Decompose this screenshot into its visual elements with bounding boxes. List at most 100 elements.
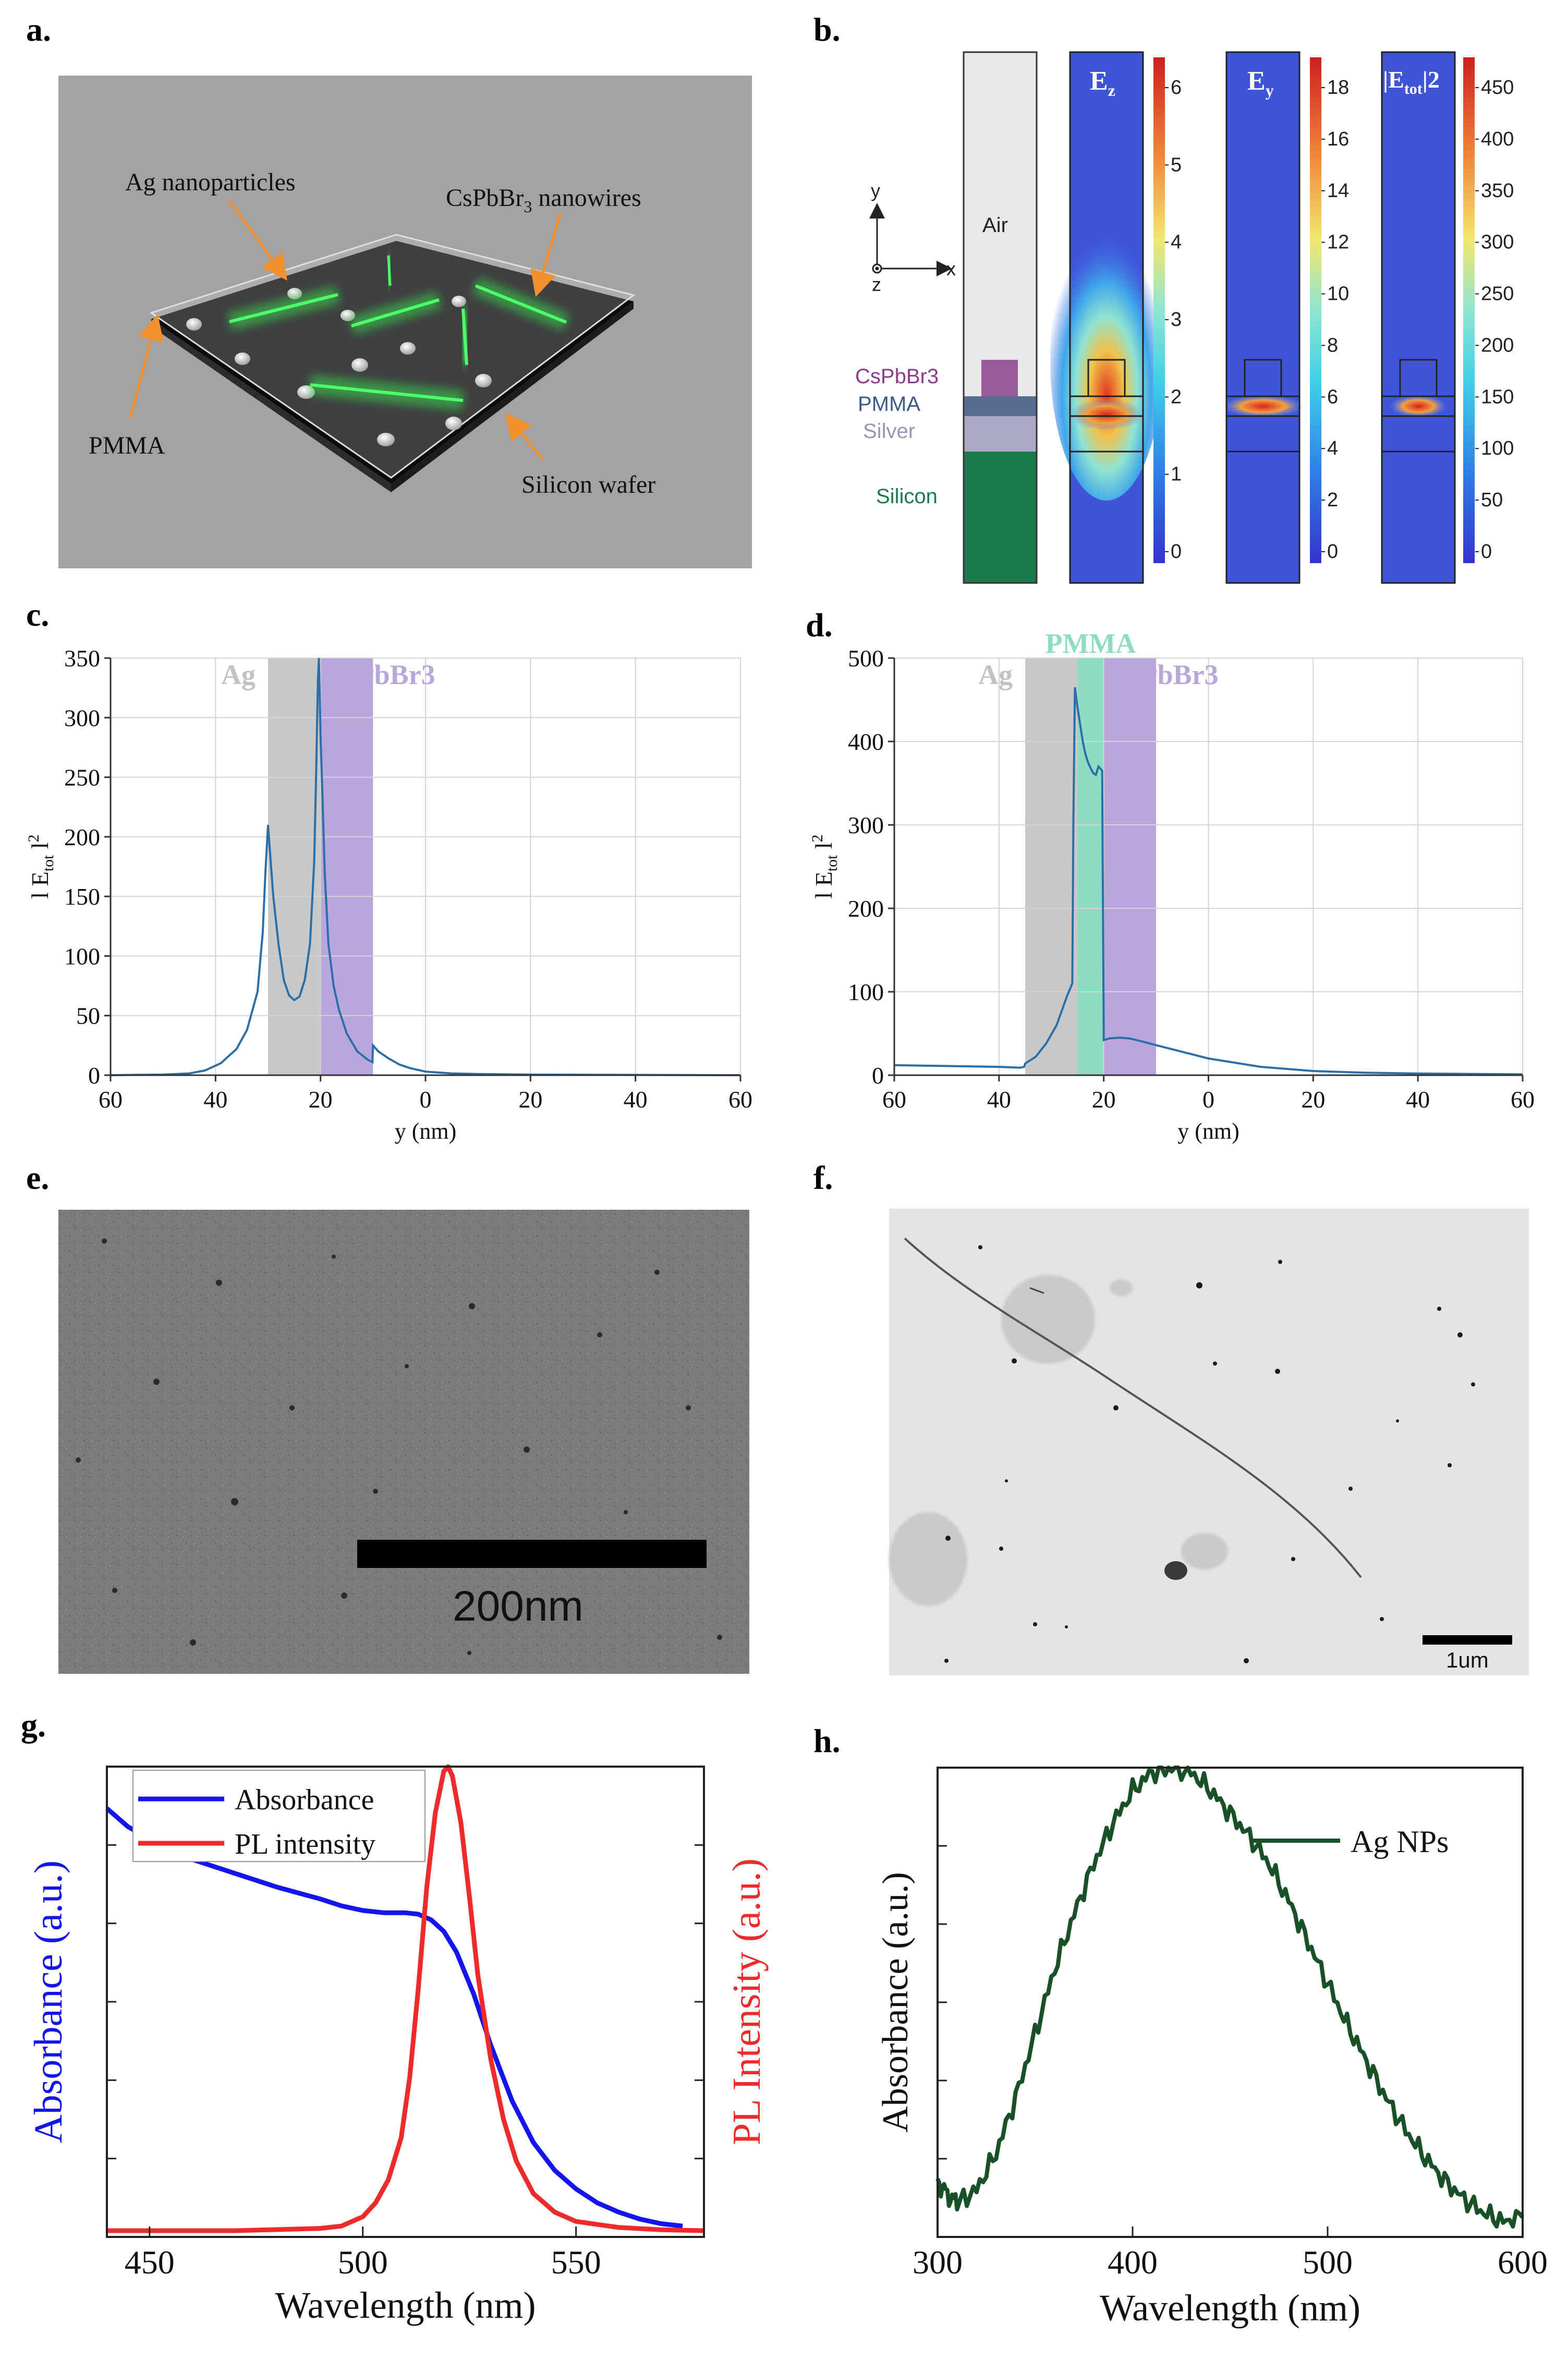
map-ey: Ey 18 16 14 12 10 8 6 4 2 0 bbox=[1222, 51, 1349, 584]
colorbar-tick-label: 3 bbox=[1171, 309, 1182, 331]
series-line bbox=[935, 1766, 1525, 2229]
y-tick-label: 350 bbox=[64, 645, 100, 672]
y-tick-label: 100 bbox=[848, 979, 884, 1005]
ag-nanoparticle bbox=[186, 318, 202, 331]
chart-g: 450 500 550 Wavelength (nm) Absorbance (a.u.… bbox=[27, 1764, 769, 2326]
x-tick-label: 60 bbox=[99, 1086, 123, 1113]
colorbar-tick-label: 10 bbox=[1327, 283, 1349, 305]
nanowire bbox=[455, 308, 475, 366]
large-particle bbox=[1164, 1561, 1187, 1580]
ag-nanoparticle bbox=[235, 352, 250, 365]
arrow-pmma bbox=[129, 314, 164, 418]
region-label: Ag bbox=[221, 659, 256, 690]
region-band bbox=[1025, 658, 1078, 1075]
silicon-wafer-front bbox=[151, 319, 391, 492]
region-band bbox=[320, 658, 373, 1075]
region-band bbox=[1103, 658, 1157, 1075]
x-tick-label: 450 bbox=[125, 2244, 175, 2281]
axis-z-label: z bbox=[872, 274, 881, 295]
colorbar-tick-label: 2 bbox=[1171, 386, 1182, 408]
map-etot: |Etot|2 450 400 350 300 250 200 150 100 50 0 bbox=[1381, 51, 1514, 584]
legend-label: PL intensity bbox=[235, 1828, 375, 1860]
x-tick-label: 400 bbox=[1108, 2244, 1158, 2281]
x-tick-label: 0 bbox=[1202, 1086, 1214, 1113]
label-silver-layer: Silver bbox=[863, 420, 915, 443]
nanowire-image bbox=[889, 1209, 1529, 1675]
colorbar-tick-label: 8 bbox=[1327, 334, 1338, 356]
colorbar-tick-label: 450 bbox=[1481, 77, 1514, 99]
legend-label: Absorbance bbox=[235, 1784, 374, 1816]
region-band bbox=[268, 658, 321, 1075]
colorbar-tick-label: 2 bbox=[1327, 489, 1338, 511]
colorbar-etot bbox=[1463, 57, 1475, 563]
panel-f-nanowire-image: 1um bbox=[889, 1209, 1529, 1675]
nanoparticles bbox=[944, 1245, 1475, 1663]
x-tick-label: 40 bbox=[203, 1086, 227, 1113]
label-ag-nanoparticles: Ag nanoparticles bbox=[125, 168, 296, 196]
nanowire bbox=[904, 1237, 1362, 1578]
x-tick-label: 40 bbox=[987, 1086, 1011, 1113]
colorbar-tick-label: 4 bbox=[1327, 437, 1338, 459]
y-tick-label: 500 bbox=[848, 645, 884, 672]
colorbar-tick-label: 16 bbox=[1327, 128, 1349, 150]
layer-cspbbr3 bbox=[981, 360, 1018, 396]
ag-nanoparticles bbox=[186, 288, 492, 446]
colorbar-tick-label: 100 bbox=[1481, 437, 1514, 459]
layer-silicon bbox=[964, 452, 1037, 583]
image-blobs bbox=[889, 1275, 1228, 1606]
legend-label: Ag NPs bbox=[1351, 1824, 1449, 1859]
label-cspbbr3-layer: CsPbBr3 bbox=[855, 365, 939, 388]
y-tick-label: 100 bbox=[64, 943, 100, 969]
x-tick-label: 60 bbox=[882, 1086, 906, 1113]
scalebar-label-e: 200nm bbox=[453, 1583, 584, 1630]
axis-x-label: x bbox=[946, 258, 956, 279]
chart-h: 300 400 500 600 Wavelength (nm) Absorbance (a… bbox=[876, 1766, 1548, 2329]
x-tick-label: 500 bbox=[338, 2244, 388, 2281]
y-tick-label: 200 bbox=[848, 895, 884, 922]
panel-label-g: g. bbox=[21, 1707, 46, 1744]
layer-silver bbox=[964, 416, 1037, 452]
colorbar-ez bbox=[1153, 57, 1165, 563]
y-tick-label: 200 bbox=[64, 824, 100, 850]
x-tick-label: 20 bbox=[1092, 1086, 1116, 1113]
scalebar-1um bbox=[1423, 1635, 1512, 1645]
panel-b-field-maps: Air CsPbBr3 PMMA Silver Silicon y x z bbox=[855, 51, 1514, 584]
y-tick-label: 0 bbox=[88, 1062, 100, 1089]
label-silicon-layer: Silicon bbox=[876, 485, 938, 508]
x-axis-label: y (nm) bbox=[395, 1118, 457, 1144]
colorbar-tick-label: 250 bbox=[1481, 283, 1514, 305]
panel-label-f: f. bbox=[813, 1159, 833, 1196]
colorbar-tick-label: 5 bbox=[1171, 154, 1182, 176]
x-axis-label: Wavelength (nm) bbox=[1100, 2287, 1360, 2329]
tem-image bbox=[58, 1210, 749, 1674]
colorbar-tick-label: 4 bbox=[1171, 232, 1182, 253]
panel-label-c: c. bbox=[26, 596, 49, 633]
ag-nanoparticle bbox=[452, 296, 466, 307]
map-ez: Ez 6 5 4 3 2 1 0 bbox=[1050, 51, 1182, 584]
tem-particles bbox=[76, 1238, 722, 1655]
label-nanowires: CsPbBr3 nanowires bbox=[446, 184, 641, 216]
nanowire bbox=[382, 255, 397, 286]
colorbar-tick-label: 14 bbox=[1327, 180, 1349, 202]
arrow-nanowires bbox=[530, 212, 562, 297]
y-tick-label: 250 bbox=[64, 764, 100, 791]
y-axis-label-right: PL Intensity (a.u.) bbox=[725, 1858, 769, 2145]
arrow-silicon bbox=[505, 413, 543, 460]
silicon-wafer-side bbox=[391, 301, 634, 492]
nanowire bbox=[309, 375, 464, 410]
coordinate-axes bbox=[869, 203, 952, 276]
map-title-etot: |Etot|2 bbox=[1383, 66, 1440, 98]
x-tick-label: 0 bbox=[420, 1086, 432, 1113]
nanowire-fragment bbox=[1029, 1287, 1044, 1294]
x-tick-label: 20 bbox=[1301, 1086, 1325, 1113]
x-axis-label: y (nm) bbox=[1177, 1118, 1239, 1144]
colorbar-tick-label: 1 bbox=[1171, 464, 1182, 485]
y-tick-label: 150 bbox=[64, 883, 100, 910]
y-axis-label-left: Absorbance (a.u.) bbox=[27, 1860, 70, 2143]
colorbar-ey bbox=[1310, 57, 1321, 563]
colorbar-tick-label: 12 bbox=[1327, 232, 1349, 253]
nanowire bbox=[472, 277, 570, 331]
